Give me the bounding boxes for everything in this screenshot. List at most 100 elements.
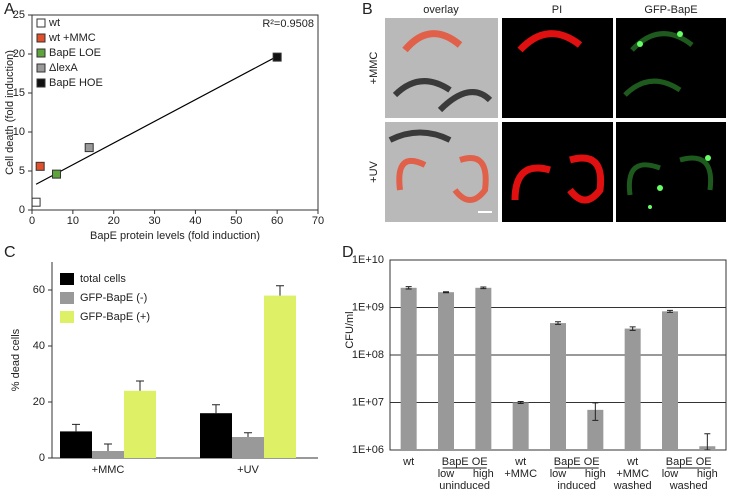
focus [637, 41, 643, 47]
x-tick-label: 10 [67, 215, 79, 227]
point [84, 143, 94, 153]
error-bar [104, 443, 112, 451]
error-bar [517, 400, 524, 405]
error-bar [704, 433, 711, 451]
bar [662, 311, 678, 450]
y-tick-label: 1E+08 [352, 349, 384, 361]
y-tick-label: 60 [33, 284, 45, 296]
legend-label: wt +MMC [48, 32, 96, 44]
group-sublabel: washed [669, 480, 708, 492]
cell [388, 129, 452, 143]
y-tick-label: 1E+10 [352, 254, 384, 266]
bar [438, 292, 454, 450]
x-tick-label: +MMC [504, 468, 537, 480]
legend-swatch [36, 48, 46, 58]
focus [705, 155, 711, 161]
y-axis-label: % dead cells [10, 328, 22, 391]
bar [92, 451, 124, 458]
cell [392, 78, 493, 113]
microscopy-panels [385, 18, 726, 222]
x-tick-label: 0 [29, 215, 35, 227]
group-label: BapE OE [554, 456, 600, 468]
error-bar [480, 286, 487, 290]
x-tick-label: 70 [312, 215, 324, 227]
y-tick-label: 20 [33, 396, 45, 408]
y-tick-label: 20 [13, 48, 25, 60]
focus [657, 185, 663, 191]
x-tick-label: wt [402, 456, 414, 468]
row-label: +MMC [368, 52, 380, 85]
error-bar [276, 285, 284, 296]
legend-label: GFP-BapE (+) [80, 311, 150, 323]
panel-label: A [4, 1, 15, 18]
bar [550, 323, 566, 450]
cell [517, 30, 583, 53]
group-label: BapE OE [442, 456, 488, 468]
error-bar [592, 402, 599, 421]
cell [511, 154, 605, 204]
legend-label: total cells [80, 273, 126, 285]
x-tick-label: +MMC [92, 464, 125, 476]
error-bar [405, 286, 412, 290]
y-tick-label: 25 [13, 9, 25, 21]
group-sublabel: uninduced [439, 480, 490, 492]
x-tick-label: wt [514, 456, 526, 468]
bar [400, 287, 417, 450]
bar [587, 409, 604, 450]
x-tick-label: high [473, 468, 494, 480]
y-tick-label: 40 [33, 340, 45, 352]
bar [232, 437, 264, 458]
legend-swatch [60, 292, 74, 304]
panel-label: B [362, 1, 373, 18]
error-bar [72, 423, 80, 432]
column-label: overlay [423, 4, 459, 16]
x-tick-label: 20 [108, 215, 120, 227]
legend-swatch [60, 311, 74, 323]
y-tick-label: 10 [13, 126, 25, 138]
legend-swatch [36, 33, 46, 43]
focus [677, 31, 683, 37]
y-axis-label: Cell death (fold induction) [4, 50, 16, 175]
bar [475, 287, 492, 450]
bar [264, 295, 296, 458]
y-tick-label: 1E+07 [352, 396, 384, 408]
legend-swatch [36, 63, 46, 73]
y-tick-label: 1E+06 [352, 444, 384, 456]
y-tick-label: 5 [19, 165, 25, 177]
error-bar [244, 432, 252, 437]
error-bar [136, 380, 144, 391]
x-tick-label: high [697, 468, 718, 480]
legend-swatch [36, 78, 46, 88]
legend-label: BapE LOE [49, 47, 101, 59]
legend-label: wt [48, 17, 60, 29]
x-tick-label: 60 [271, 215, 283, 227]
bar [60, 431, 92, 458]
plot-frame [31, 14, 319, 211]
x-axis-label: BapE protein levels (fold induction) [90, 230, 260, 242]
point [31, 197, 41, 207]
x-tick-label: 50 [230, 215, 242, 227]
legend-swatch [36, 18, 46, 28]
annotation: R²=0.9508 [262, 18, 314, 30]
point [35, 161, 45, 171]
y-tick-label: 0 [19, 204, 25, 216]
x-tick-label: high [585, 468, 606, 480]
group-sublabel: induced [557, 480, 596, 492]
y-tick-label: 1E+09 [352, 301, 384, 313]
column-label: PI [552, 4, 562, 16]
x-tick-label: washed [613, 480, 652, 492]
focus [648, 205, 652, 209]
bar [124, 390, 156, 458]
x-tick-label: low [662, 468, 679, 480]
x-tick-label: wt [626, 456, 638, 468]
legend-label: ΔlexA [49, 62, 78, 74]
panel-label: C [4, 244, 16, 261]
x-tick-label: 30 [148, 215, 160, 227]
bar [624, 328, 641, 450]
y-tick-label: 15 [13, 87, 25, 99]
error-bar [555, 321, 561, 325]
error-bar [443, 291, 449, 294]
legend-swatch [60, 273, 74, 285]
error-bar [629, 326, 636, 331]
